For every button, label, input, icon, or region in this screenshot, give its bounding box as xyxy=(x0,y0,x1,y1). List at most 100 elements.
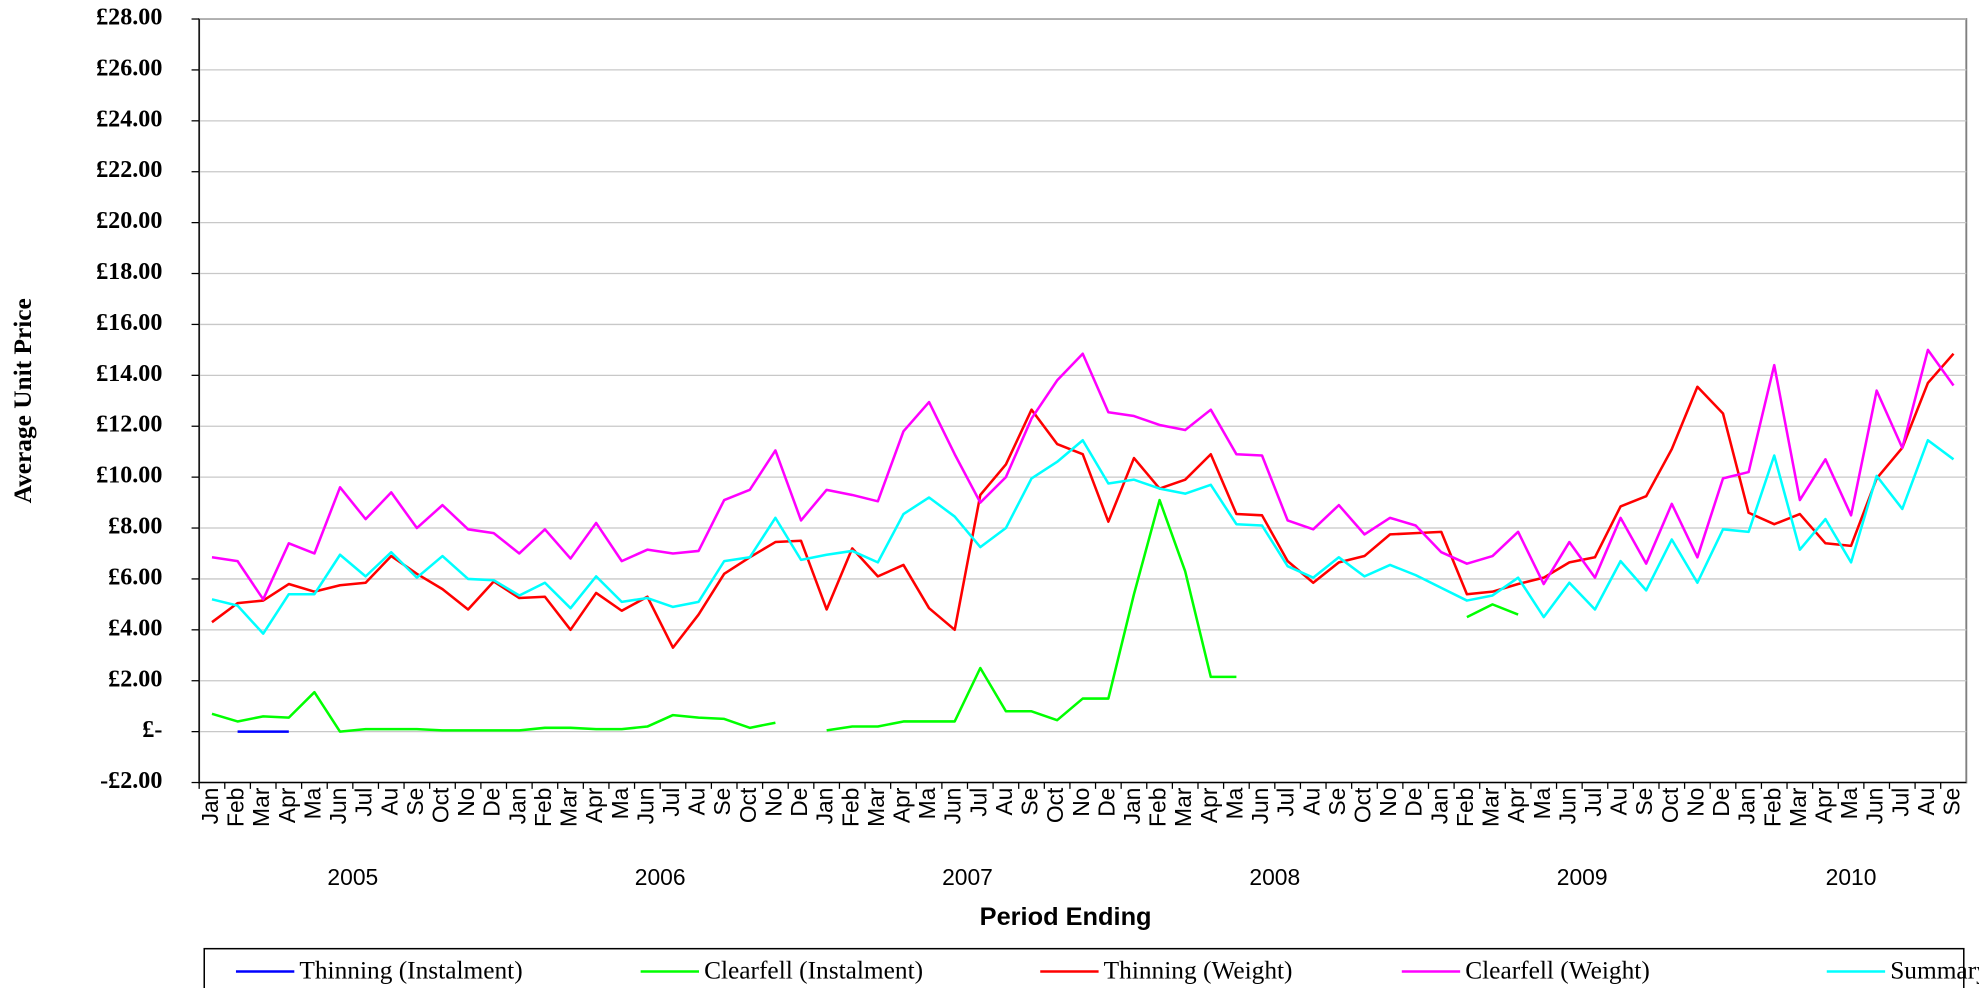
x-tick-label: Mar xyxy=(863,787,889,827)
x-tick-label: Au xyxy=(376,788,402,816)
y-tick-label: £- xyxy=(142,717,162,743)
x-tick-label: De xyxy=(479,788,505,817)
y-tick-label: £24.00 xyxy=(96,106,162,132)
series-line xyxy=(211,348,1955,601)
series-line xyxy=(211,438,1955,635)
x-tick-label: Jun xyxy=(325,788,351,825)
x-tick-label: Apr xyxy=(581,787,607,823)
x-tick-label: Feb xyxy=(1759,788,1785,827)
x-tick-label: De xyxy=(1401,788,1427,817)
x-tick-label: No xyxy=(1375,788,1401,817)
x-tick-label: Mar xyxy=(1170,787,1196,827)
y-tick-label: £28.00 xyxy=(96,5,162,31)
x-axis-title: Period Ending xyxy=(980,903,1152,931)
x-tick-label: Jun xyxy=(1247,788,1273,825)
x-tick-label: Feb xyxy=(837,788,863,827)
x-tick-label: Jan xyxy=(1426,788,1452,825)
x-tick-label: Apr xyxy=(1196,787,1222,823)
x-tick-label: Feb xyxy=(1145,788,1171,827)
legend-box xyxy=(203,947,1965,988)
x-tick-label: Se xyxy=(1324,788,1350,816)
year-label: 2008 xyxy=(1249,864,1300,890)
x-tick-label: Oct xyxy=(735,787,761,823)
x-tick-label: Ma xyxy=(299,787,325,819)
plot-area xyxy=(198,18,1968,784)
x-tick-label: Jan xyxy=(504,788,530,825)
x-tick-label: Oct xyxy=(1657,787,1683,823)
y-tick-label: £10.00 xyxy=(96,463,162,489)
legend-label: Clearfell (Instalment) xyxy=(704,957,923,985)
x-tick-label: Apr xyxy=(1810,787,1836,823)
x-tick-label: Jun xyxy=(632,788,658,825)
x-tick-label: Jul xyxy=(351,788,377,817)
x-tick-label: Feb xyxy=(530,788,556,827)
x-tick-label: Mar xyxy=(1478,787,1504,827)
year-label: 2009 xyxy=(1557,864,1608,890)
x-tick-label: No xyxy=(760,788,786,817)
x-tick-label: Se xyxy=(709,788,735,816)
x-tick-label: No xyxy=(453,788,479,817)
y-tick-label: £14.00 xyxy=(96,361,162,387)
year-label: 2006 xyxy=(635,864,686,890)
x-tick-label: Ma xyxy=(1221,787,1247,819)
x-tick-label: Ma xyxy=(914,787,940,819)
y-tick-label: £22.00 xyxy=(96,157,162,183)
y-tick-label: £26.00 xyxy=(96,55,162,81)
legend-label: Clearfell (Weight) xyxy=(1465,957,1650,985)
y-tick-label: £6.00 xyxy=(108,564,162,590)
x-tick-label: Jul xyxy=(1273,788,1299,817)
series-line xyxy=(211,498,1519,733)
x-tick-label: Au xyxy=(1913,788,1939,816)
x-tick-label: Jun xyxy=(940,788,966,825)
y-tick-label: £16.00 xyxy=(96,310,162,336)
x-tick-label: Jan xyxy=(812,788,838,825)
x-tick-label: Mar xyxy=(1785,787,1811,827)
x-tick-label: Mar xyxy=(248,787,274,827)
y-tick-label: £2.00 xyxy=(108,666,162,692)
x-tick-label: Se xyxy=(1017,788,1043,816)
x-tick-label: Jul xyxy=(1580,788,1606,817)
y-tick-label: £12.00 xyxy=(96,412,162,438)
x-tick-label: Apr xyxy=(274,787,300,823)
legend-label: Summary xyxy=(1890,957,1979,985)
x-tick-label: Ma xyxy=(607,787,633,819)
x-tick-label: Feb xyxy=(1452,788,1478,827)
x-tick-label: Se xyxy=(402,788,428,816)
y-axis-title: Average Unit Price xyxy=(9,298,37,503)
year-label: 2005 xyxy=(327,864,378,890)
x-tick-label: Au xyxy=(1298,788,1324,816)
x-tick-label: Jan xyxy=(197,788,223,825)
x-tick-label: Au xyxy=(991,788,1017,816)
x-tick-label: Oct xyxy=(1349,787,1375,823)
legend-label: Thinning (Instalment) xyxy=(299,957,522,985)
x-tick-label: De xyxy=(786,788,812,817)
x-tick-label: Jul xyxy=(658,788,684,817)
x-tick-label: Ma xyxy=(1836,787,1862,819)
x-tick-label: Jun xyxy=(1862,788,1888,825)
y-tick-label: -£2.00 xyxy=(100,768,162,794)
x-tick-label: Apr xyxy=(888,787,914,823)
x-tick-label: Jan xyxy=(1734,788,1760,825)
x-tick-label: Jan xyxy=(1119,788,1145,825)
x-tick-label: Ma xyxy=(1529,787,1555,819)
x-tick-label: No xyxy=(1682,788,1708,817)
x-tick-label: No xyxy=(1068,788,1094,817)
series-line xyxy=(211,352,1955,649)
x-tick-label: Se xyxy=(1631,788,1657,816)
x-tick-label: Jul xyxy=(1887,788,1913,817)
x-tick-label: Se xyxy=(1939,788,1965,816)
y-tick-label: £8.00 xyxy=(108,514,162,540)
legend-label: Thinning (Weight) xyxy=(1104,957,1293,985)
x-tick-label: Au xyxy=(1606,788,1632,816)
y-tick-label: £4.00 xyxy=(108,615,162,641)
x-tick-label: De xyxy=(1093,788,1119,817)
y-tick-label: £20.00 xyxy=(96,208,162,234)
x-tick-label: Oct xyxy=(428,787,454,823)
x-tick-label: Jun xyxy=(1554,788,1580,825)
x-tick-label: Au xyxy=(684,788,710,816)
x-tick-label: Oct xyxy=(1042,787,1068,823)
y-tick-label: £18.00 xyxy=(96,259,162,285)
year-label: 2010 xyxy=(1826,864,1877,890)
